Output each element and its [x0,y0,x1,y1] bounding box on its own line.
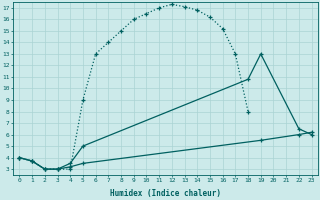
X-axis label: Humidex (Indice chaleur): Humidex (Indice chaleur) [110,189,221,198]
